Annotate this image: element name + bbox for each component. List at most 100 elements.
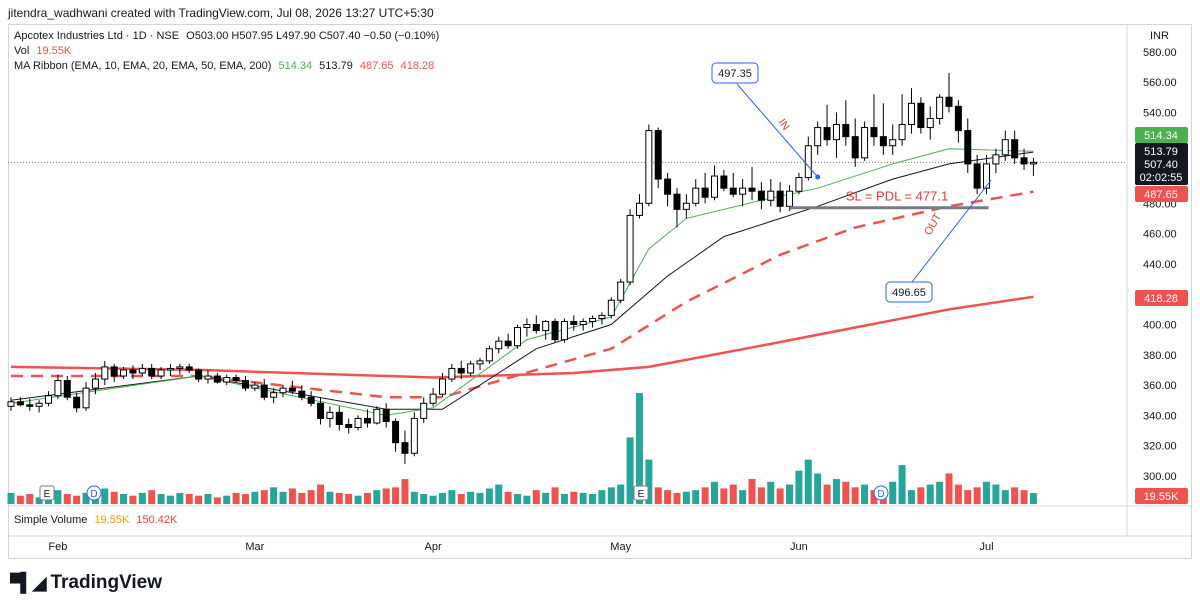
volume-bar <box>270 487 278 504</box>
candle-up <box>176 366 184 369</box>
volume-bar <box>157 494 165 504</box>
candle-up <box>983 163 991 189</box>
candle-up <box>7 401 15 407</box>
volume-bar <box>748 479 756 504</box>
volume-bar <box>242 494 249 504</box>
volume-bar <box>926 484 934 504</box>
candle-down <box>73 396 81 409</box>
ma-value-20: 513.79 <box>319 60 353 72</box>
entry-point <box>815 174 821 180</box>
volume-bar <box>363 492 371 504</box>
volume-bar <box>992 484 1000 504</box>
volume-bar <box>166 495 174 504</box>
volume-bar <box>654 487 662 504</box>
vol-label[interactable]: Vol <box>14 45 30 57</box>
candle-down <box>973 163 981 189</box>
volume-bar <box>476 492 484 504</box>
candle-up <box>739 187 747 195</box>
ma-value-10: 514.34 <box>278 60 313 72</box>
volume-bar <box>945 473 953 504</box>
candle-down <box>345 423 353 429</box>
volume-bar <box>617 484 625 504</box>
entry-callout-box <box>711 62 759 84</box>
candle-up <box>786 190 794 207</box>
volume-bar <box>438 492 446 504</box>
volume-bar <box>673 492 681 504</box>
volume-bar <box>326 491 334 504</box>
candle-up <box>907 102 915 126</box>
price-tick-label: 580.00 <box>1143 47 1177 59</box>
candle-down <box>1011 139 1019 159</box>
ema20-line <box>10 151 1034 410</box>
volume-bar <box>410 491 418 504</box>
candle-up <box>589 317 597 322</box>
volume-bar <box>983 481 991 504</box>
ema20-price-tag-bg <box>1135 143 1188 159</box>
volume-bar <box>176 492 184 504</box>
volume-bar <box>213 497 221 504</box>
candle-down <box>748 187 756 192</box>
candle-up <box>926 117 934 129</box>
volume-bar <box>786 484 794 504</box>
candle-up <box>438 378 446 395</box>
volume-bar <box>1011 487 1019 504</box>
entry-label: IN <box>776 117 792 133</box>
candle-down <box>242 380 249 389</box>
price-tick-label: 360.00 <box>1143 380 1177 392</box>
volume-bar <box>570 491 578 504</box>
volume-bar <box>711 481 718 504</box>
volume-bar <box>861 484 869 504</box>
candle-up <box>992 154 1000 165</box>
dividend-event-letter: D <box>877 489 884 500</box>
volume-bar <box>701 487 709 504</box>
volume-bar <box>279 491 287 504</box>
tradingview-logo-icon: ▀▍◢ <box>10 572 46 593</box>
volume-bar <box>635 393 643 504</box>
candle-up <box>251 384 259 389</box>
time-tick-label: Mar <box>245 541 264 553</box>
volume-bar <box>138 492 146 504</box>
candle-up <box>429 393 437 404</box>
candle-down <box>917 102 925 129</box>
candle-up <box>1001 139 1009 156</box>
tradingview-logo[interactable]: ▀▍◢ TradingView <box>10 572 162 594</box>
volume-bar <box>26 494 34 504</box>
volume-bar <box>579 492 587 504</box>
time-tick-label: Jul <box>979 541 993 553</box>
candle-down <box>232 377 240 382</box>
symbol-name[interactable]: Apcotex Industries Ltd · 1D · NSE <box>14 30 180 42</box>
price-tick-label: 440.00 <box>1143 259 1177 271</box>
ema200-line <box>10 295 1034 379</box>
volume-bar <box>129 495 137 504</box>
candle-up <box>138 367 146 374</box>
volume-value-tag-bg <box>1135 488 1188 504</box>
symbol-legend: Apcotex Industries Ltd · 1D · NSE O503.0… <box>14 30 443 42</box>
volume-pane-label[interactable]: Simple Volume <box>14 514 88 526</box>
volume-bar <box>514 494 522 504</box>
candle-down <box>129 369 137 374</box>
volume-bar <box>16 495 24 504</box>
candle-up <box>514 327 522 347</box>
volume-bar <box>54 490 62 504</box>
candle-up <box>279 387 287 394</box>
earnings-event-marker <box>633 485 649 501</box>
candle-down <box>673 193 681 210</box>
volume-bar <box>954 484 962 504</box>
candle-down <box>16 401 24 406</box>
volume-bar <box>682 491 690 504</box>
candle-up <box>692 187 700 204</box>
candle-down <box>823 127 831 141</box>
candle-down <box>720 175 728 189</box>
entry-arrow <box>736 83 819 178</box>
ema50-price-tag-bg <box>1135 186 1188 202</box>
volume-bar <box>317 484 325 504</box>
candle-down <box>551 320 559 341</box>
ma-label[interactable]: MA Ribbon (EMA, 10, EMA, 20, EMA, 50, EM… <box>14 60 272 72</box>
volume-bar <box>757 487 765 504</box>
candle-down <box>842 124 850 138</box>
candle-down <box>570 320 578 326</box>
candle-down <box>504 340 512 347</box>
candle-down <box>298 390 306 398</box>
stop-loss-label: SL = PDL = 477.1 <box>846 189 948 204</box>
